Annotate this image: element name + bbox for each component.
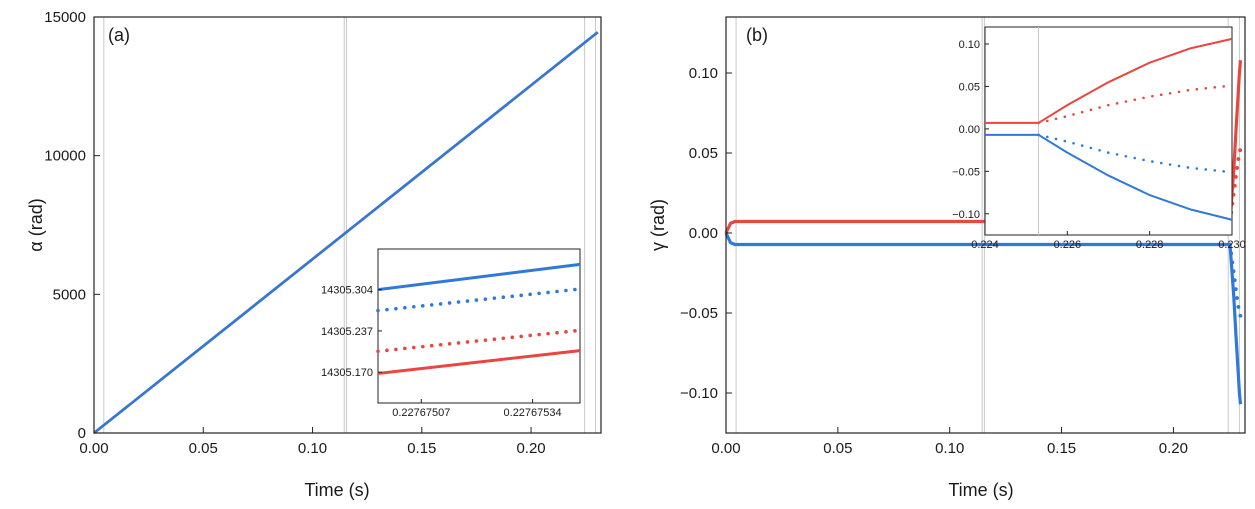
panel-b-series-red-dotted bbox=[1228, 146, 1243, 224]
panel-a-ytick-label: 0 bbox=[78, 425, 86, 442]
panel-b-inset-ytick-label: −0.10 bbox=[952, 209, 980, 221]
panel-b-ytick-label: 0.10 bbox=[689, 65, 718, 82]
panel-b-inset-series-blue-solid bbox=[985, 133, 1233, 221]
panel-a-inset-series-red-dotted bbox=[376, 328, 582, 354]
panel-b-inset-series-blue-dotted bbox=[1037, 133, 1234, 174]
panel-b-series-red-solid bbox=[724, 60, 1243, 234]
panel-a-label: (a) bbox=[108, 25, 130, 45]
panel-b-inset-xtick-label: 0.224 bbox=[971, 239, 999, 251]
panel-b-frame bbox=[725, 16, 1246, 434]
panel-b-label: (b) bbox=[746, 25, 768, 45]
panel-b-xtick-label: 0.20 bbox=[1159, 440, 1188, 457]
panel-a-xtick-label: 0.05 bbox=[189, 440, 218, 457]
panel-a-inset-xtick-label: 0.22767534 bbox=[504, 407, 562, 419]
panel-b-ytick-label: −0.10 bbox=[680, 385, 718, 402]
panel-b-inset-ytick-label: 0.00 bbox=[959, 124, 980, 136]
panel-a-ytick-label: 5000 bbox=[53, 286, 86, 303]
panel-a-series-blue bbox=[93, 31, 599, 435]
panel-b-inset-xtick-label: 0.228 bbox=[1136, 239, 1164, 251]
panel-a-xtick-label: 0.00 bbox=[79, 440, 108, 457]
panel-a-inset-bg bbox=[377, 248, 581, 404]
panel-b-ytick-label: 0.00 bbox=[689, 225, 718, 242]
panel-a-inset-xtick-label: 0.22767507 bbox=[392, 407, 450, 419]
panel-a: (a) Time (s) α (rad) 0.00 0.05 0.10 0.15 0.2… bbox=[26, 9, 602, 500]
panel-b-ytick-label: −0.05 bbox=[680, 305, 718, 322]
panel-b-ytick-label: 0.05 bbox=[689, 145, 718, 162]
panel-b-xtick-label: 0.15 bbox=[1047, 440, 1076, 457]
panel-a-frame bbox=[93, 16, 602, 434]
panel-a-inset-ytick-label: 14305.170 bbox=[321, 367, 373, 379]
panel-b-xtick-label: 0.05 bbox=[823, 440, 852, 457]
panel-b-xtick-label: 0.00 bbox=[711, 440, 740, 457]
panel-a-inset-series-red-solid bbox=[377, 349, 581, 375]
panel-a-inset-ytick-label: 14305.304 bbox=[321, 285, 373, 297]
panel-b-series-blue-dotted bbox=[1228, 242, 1243, 319]
panel-a-inset: 0.22767507 0.22767534 14305.170 14305.237 14… bbox=[321, 248, 582, 419]
panel-a-inset-ytick-label: 14305.237 bbox=[321, 326, 373, 338]
panel-b-inset-xtick-label: 0.230 bbox=[1218, 239, 1246, 251]
panel-b-inset-series-red-dotted bbox=[1037, 84, 1234, 125]
panel-a-ylabel: α (rad) bbox=[26, 198, 46, 251]
panel-b-inset-ytick-label: 0.05 bbox=[959, 81, 980, 93]
panel-b-inset: 0.224 0.226 0.228 0.230 −0.10 −0.05 0.00 0.05 0.… bbox=[952, 26, 1246, 251]
panel-b-inset-xtick-label: 0.226 bbox=[1054, 239, 1082, 251]
panel-b: (b) Time (s) γ (rad) 0.00 0.05 0.10 0.15 0.2… bbox=[648, 16, 1246, 500]
panel-b-inset-ytick-label: 0.10 bbox=[959, 39, 980, 51]
panel-a-xtick-label: 0.10 bbox=[298, 440, 327, 457]
panel-b-series-blue-solid bbox=[724, 232, 1243, 405]
panel-b-inset-ytick-label: −0.05 bbox=[952, 166, 980, 178]
panel-b-inset-bg bbox=[984, 26, 1233, 236]
panel-a-inset-series-blue-dotted bbox=[376, 287, 582, 313]
panel-a-ytick-label: 15000 bbox=[44, 9, 86, 26]
panel-b-xtick-label: 0.10 bbox=[935, 440, 964, 457]
panel-a-ytick-label: 10000 bbox=[44, 148, 86, 165]
panel-a-xlabel: Time (s) bbox=[304, 480, 369, 500]
panel-b-xlabel: Time (s) bbox=[948, 480, 1013, 500]
panel-b-ylabel: γ (rad) bbox=[648, 199, 668, 251]
panel-a-inset-series-blue-solid bbox=[377, 262, 581, 292]
panel-a-xtick-label: 0.15 bbox=[407, 440, 436, 457]
panel-a-xtick-label: 0.20 bbox=[516, 440, 545, 457]
